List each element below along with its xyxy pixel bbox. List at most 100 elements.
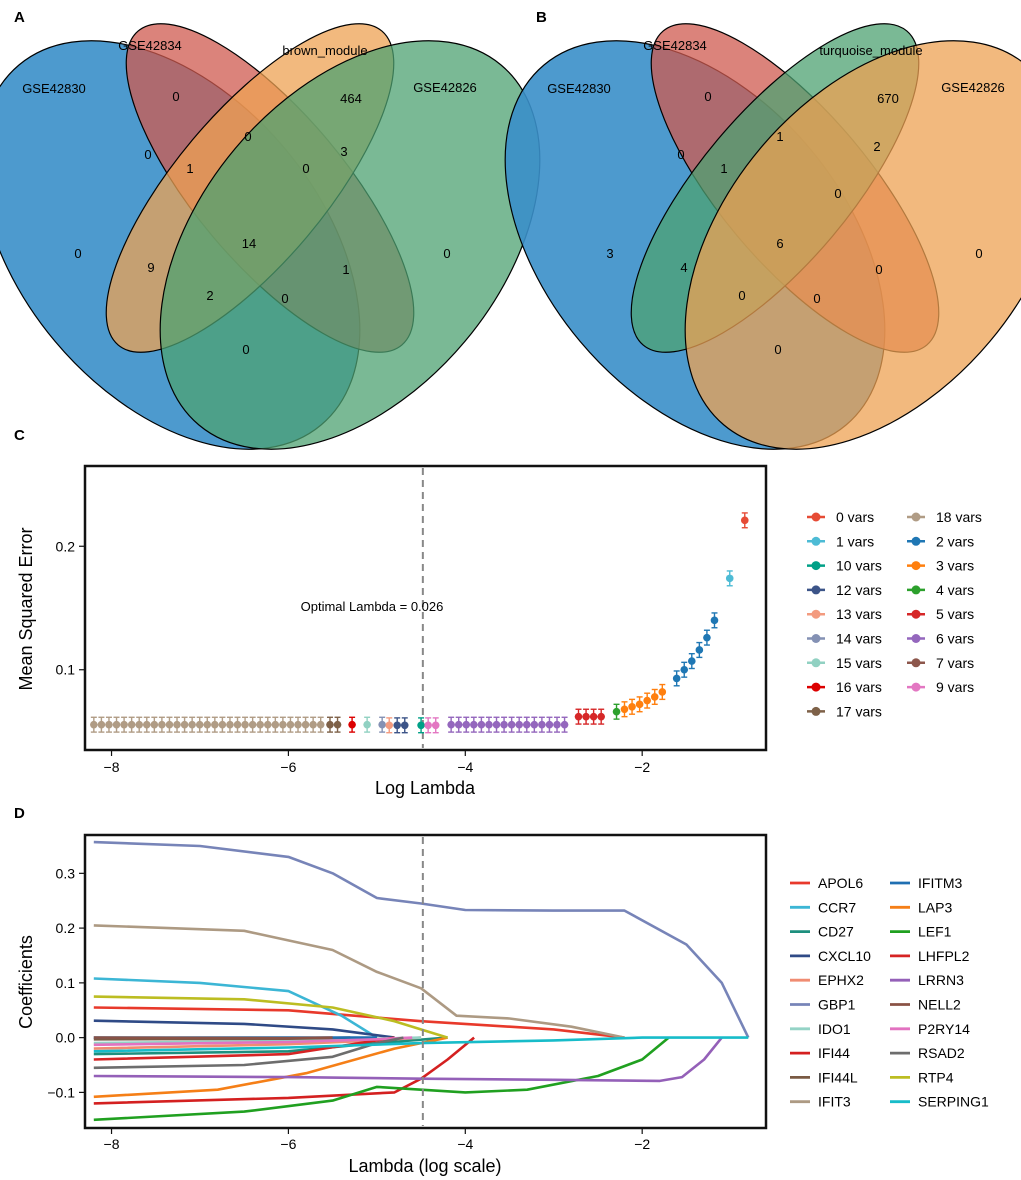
panel-label-c: C xyxy=(14,427,25,444)
legend-label: RSAD2 xyxy=(918,1045,965,1061)
cv-point xyxy=(279,716,287,733)
legend-label: SERPING1 xyxy=(918,1094,989,1110)
legend-item: LRRN3 xyxy=(890,972,964,988)
legend-label: LAP3 xyxy=(918,899,952,915)
cv-point xyxy=(477,716,486,733)
legend-item: 1 vars xyxy=(807,533,874,549)
coef-path-lap3 xyxy=(93,1036,448,1099)
legend-item: 13 vars xyxy=(807,606,882,622)
venn-a-set-label-4: GSE42826 xyxy=(413,80,477,95)
venn-a-count: 464 xyxy=(340,91,362,106)
cv-point xyxy=(687,652,696,670)
legend-label: IFI44L xyxy=(818,1069,858,1085)
legend-item: 4 vars xyxy=(907,582,974,598)
cv-point xyxy=(105,716,113,733)
cv-point xyxy=(400,717,409,734)
legend-item: IFI44L xyxy=(790,1069,858,1085)
cv-point xyxy=(507,716,516,733)
legend-item: LHFPL2 xyxy=(890,948,970,964)
legend-label: EPHX2 xyxy=(818,972,864,988)
cv-point xyxy=(725,570,734,587)
cv-point xyxy=(378,716,386,733)
plot-d-legend: APOL6 CCR7 CD27 CXCL10 EPHX2 GBP1 IDO1 IFI44 IFI… xyxy=(790,875,989,1110)
cv-point xyxy=(643,692,651,709)
cv-point xyxy=(500,716,508,733)
cv-point xyxy=(485,716,493,733)
legend-label: 0 vars xyxy=(836,509,874,525)
legend-item: CD27 xyxy=(790,924,854,940)
venn-b-count: 0 xyxy=(875,262,882,277)
legend-item: IFITM3 xyxy=(890,875,963,891)
venn-a-count: 1 xyxy=(342,262,349,277)
venn-a-set-label-1: GSE42830 xyxy=(22,81,86,96)
cv-point xyxy=(120,716,128,733)
cv-point xyxy=(348,716,356,733)
legend-label: 3 vars xyxy=(936,558,974,574)
legend-item: LEF1 xyxy=(890,924,952,940)
venn-diagram-b: GSE42830 GSE42834 turquoise_module GSE42… xyxy=(504,23,1021,450)
coef-path-ifi44 xyxy=(93,1036,475,1105)
venn-b-count: 6 xyxy=(776,236,783,251)
venn-a-count: 0 xyxy=(302,161,309,176)
cv-point xyxy=(454,716,463,733)
cv-point xyxy=(226,716,234,733)
venn-b-count: 2 xyxy=(873,139,880,154)
cv-point xyxy=(218,716,227,733)
legend-label: LRRN3 xyxy=(918,972,964,988)
venn-a-count: 1 xyxy=(186,161,193,176)
panel-label-b: B xyxy=(536,9,547,26)
legend-item: IFIT3 xyxy=(790,1094,851,1110)
cv-point xyxy=(158,716,166,733)
venn-b-set-label-1: GSE42830 xyxy=(547,81,611,96)
x-tick-label: −6 xyxy=(280,1136,296,1152)
venn-b-count: 1 xyxy=(776,129,783,144)
legend-item: 9 vars xyxy=(907,679,974,695)
venn-b-count: 0 xyxy=(738,288,745,303)
coefficient-path-chart: −8 −6 −4 −2 −0.1 0.0 0.1 0.2 0.3 Lambda (log sca… xyxy=(16,833,989,1176)
cv-point xyxy=(165,716,174,733)
legend-label: RTP4 xyxy=(918,1069,954,1085)
cv-point xyxy=(263,716,272,733)
venn-b-count: 3 xyxy=(606,246,613,261)
venn-b-count: 0 xyxy=(834,186,841,201)
cv-point xyxy=(393,717,401,734)
venn-a-count: 0 xyxy=(281,291,288,306)
cv-point xyxy=(241,716,249,733)
plot-d-xlabel: Lambda (log scale) xyxy=(348,1156,501,1176)
legend-label: 16 vars xyxy=(836,679,882,695)
venn-diagram-a: GSE42830 GSE42834 brown_module GSE42826 … xyxy=(0,23,541,450)
venn-b-count: 0 xyxy=(677,147,684,162)
legend-item: 5 vars xyxy=(907,606,974,622)
legend-item: 3 vars xyxy=(907,558,974,574)
plot-c-points xyxy=(90,512,749,734)
legend-label: APOL6 xyxy=(818,875,863,891)
cv-point xyxy=(462,716,471,733)
cv-point xyxy=(142,716,151,733)
coef-path-ccr7 xyxy=(93,977,378,1039)
cv-point xyxy=(135,716,144,733)
venn-b-count: 4 xyxy=(680,260,687,275)
venn-a-set-label-3: brown_module xyxy=(282,43,367,58)
legend-item: APOL6 xyxy=(790,875,863,891)
cv-point xyxy=(672,670,681,687)
legend-label: IDO1 xyxy=(818,1021,851,1037)
venn-a-count: 0 xyxy=(244,129,251,144)
venn-b-set4-ellipse xyxy=(684,40,1021,450)
venn-a-count: 0 xyxy=(74,246,81,261)
plot-d-axes: −8 −6 −4 −2 −0.1 0.0 0.1 0.2 0.3 xyxy=(47,865,650,1152)
venn-b-count: 670 xyxy=(877,91,899,106)
venn-a-count: 0 xyxy=(172,89,179,104)
legend-item: 15 vars xyxy=(807,655,882,671)
x-tick-label: −8 xyxy=(104,759,120,775)
legend-item: 14 vars xyxy=(807,631,882,647)
cv-point xyxy=(597,708,605,725)
cv-point xyxy=(112,716,121,733)
cv-point xyxy=(97,716,106,733)
legend-label: 6 vars xyxy=(936,631,974,647)
cv-point xyxy=(710,612,719,629)
venn-a-count: 0 xyxy=(144,147,151,162)
x-tick-label: −8 xyxy=(104,1136,120,1152)
coef-path-lrrn3 xyxy=(93,1036,723,1083)
cv-point xyxy=(188,716,196,733)
venn-b-set-label-2: GSE42834 xyxy=(643,38,707,53)
